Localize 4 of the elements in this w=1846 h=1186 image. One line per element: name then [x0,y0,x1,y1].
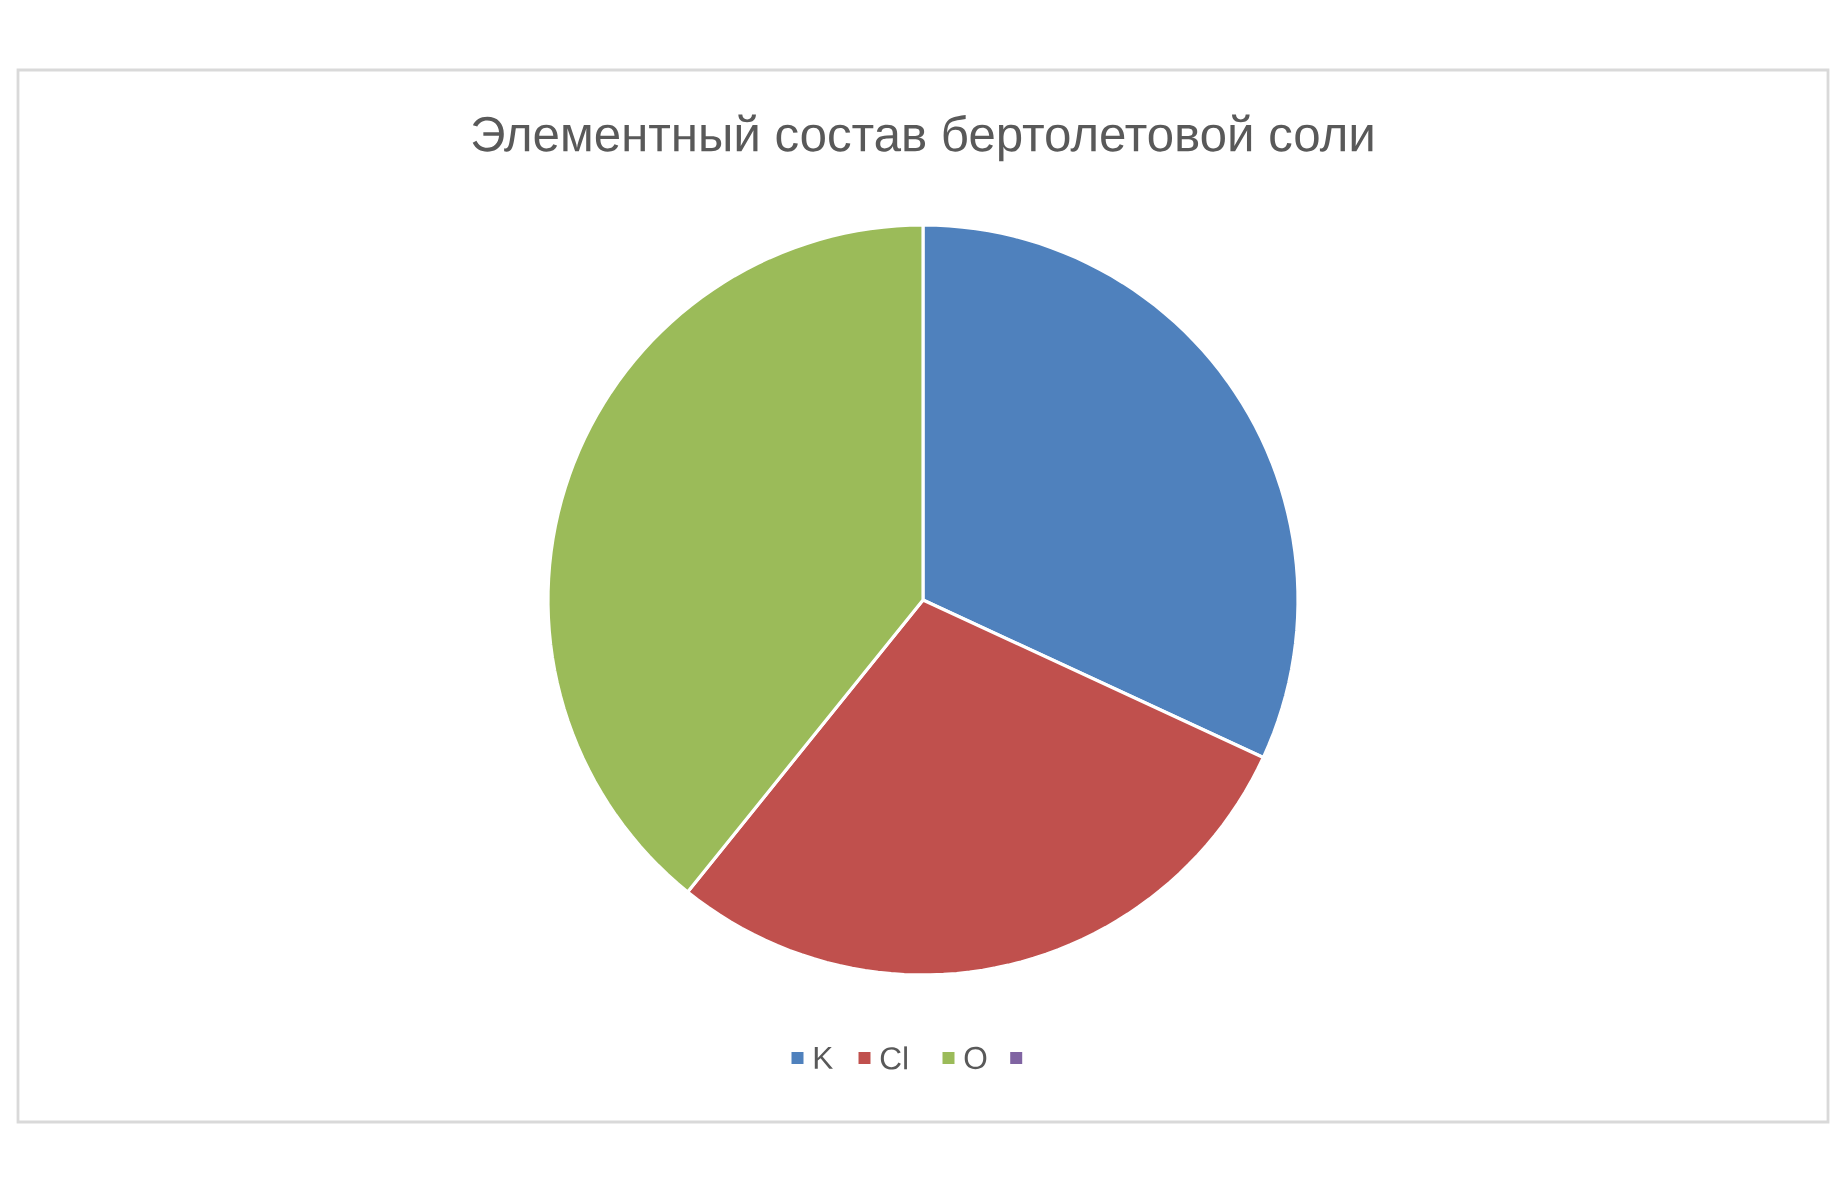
legend-label: O [964,1046,987,1070]
legend-label: K [814,1047,833,1069]
legend-label: Cl [880,1046,907,1070]
chart-title: Элементный состав бертолетовой соли [472,114,1373,162]
